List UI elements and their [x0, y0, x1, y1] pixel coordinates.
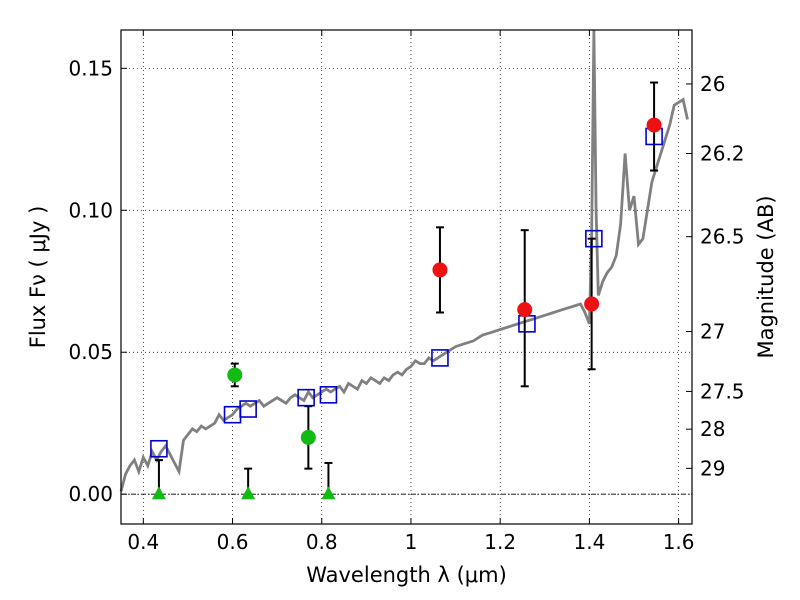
model-spectrum-line: [119, 29, 689, 492]
y-axis-label: Flux Fν ( μJy ): [26, 206, 50, 349]
upper-limit-marker: [151, 486, 166, 500]
optical-marker: [300, 429, 316, 445]
upper-limit-marker: [241, 486, 256, 500]
y2-tick-label: 26.2: [700, 142, 745, 166]
y-tick-label: 0.15: [68, 56, 113, 80]
model-square-marker: [431, 349, 449, 367]
detection-marker: [432, 262, 448, 278]
model-square-marker: [150, 439, 168, 458]
y2-tick-label: 27.5: [700, 379, 745, 403]
y2-tick-label: 29: [700, 456, 725, 480]
model-square-marker: [319, 386, 338, 404]
y2-tick-label: 27: [700, 320, 725, 344]
detection-marker: [646, 117, 662, 133]
x-axis-label: Wavelength λ (μm): [306, 563, 507, 587]
y-tick-label: 0.05: [68, 340, 113, 364]
x-tick-label: 1.6: [663, 530, 695, 554]
x-tick-label: 0.4: [127, 530, 159, 554]
axis-ticks: 0.4 0.6 0.8 1 1.2 1.4 1.6 0.00 0.05 0.10 0.15 26 26.…: [68, 30, 745, 554]
optical-marker: [227, 367, 243, 383]
y2-tick-label: 28: [700, 417, 725, 441]
y2-axis-label: Magnitude (AB): [754, 195, 778, 358]
x-tick-label: 1.4: [573, 530, 605, 554]
upper-limit-marker: [321, 486, 336, 500]
plot-frame: [120, 29, 693, 525]
y-tick-label: 0.10: [68, 198, 113, 222]
y2-tick-label: 26.5: [700, 225, 745, 249]
x-tick-label: 1: [405, 530, 418, 554]
data-markers: [150, 117, 663, 500]
x-tick-label: 0.6: [217, 530, 249, 554]
model-square-marker: [585, 229, 603, 248]
y-tick-label: 0.00: [68, 482, 113, 506]
model-square-marker: [297, 388, 315, 407]
y2-tick-label: 26: [700, 72, 725, 96]
x-tick-label: 0.8: [306, 530, 338, 554]
model-square-marker: [239, 400, 257, 418]
x-tick-label: 1.2: [484, 530, 516, 554]
detection-marker: [584, 296, 600, 312]
detection-marker: [517, 302, 533, 318]
